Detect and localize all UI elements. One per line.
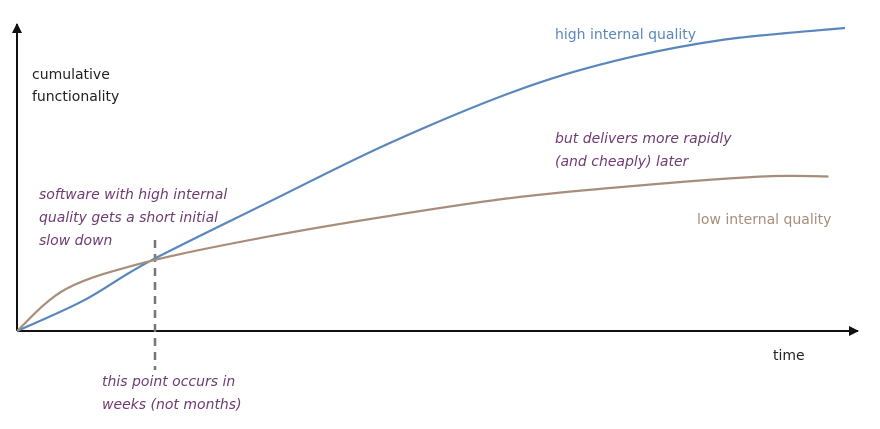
y-axis-label: cumulative functionality (32, 64, 119, 108)
series-line-high-internal-quality (16, 26, 846, 332)
y-axis-label-line-2: functionality (32, 89, 120, 105)
series-label-low-internal-quality: low internal quality (697, 212, 832, 228)
y-axis-label-line-1: cumulative (32, 67, 110, 83)
annotation-crossover-timing-line-1: this point occurs in (102, 374, 236, 390)
annotation-crossover-timing: this point occurs in weeks (not months) (102, 371, 242, 417)
annotation-later-payoff-line-2: (and cheaply) later (555, 154, 689, 170)
x-axis-label: time (773, 348, 805, 364)
annotation-later-payoff: but delivers more rapidly (and cheaply) … (555, 128, 732, 174)
series-label-high-internal-quality: high internal quality (555, 27, 697, 43)
annotation-initial-slowdown-line-2: quality gets a short initial (39, 210, 219, 226)
annotation-crossover-timing-line-2: weeks (not months) (102, 397, 242, 413)
annotation-initial-slowdown-line-3: slow down (39, 233, 113, 249)
annotation-later-payoff-line-1: but delivers more rapidly (555, 131, 732, 147)
annotation-initial-slowdown-line-1: software with high internal (39, 187, 228, 203)
annotation-initial-slowdown: software with high internal quality gets… (39, 184, 227, 253)
series-line-low-internal-quality (16, 174, 829, 332)
